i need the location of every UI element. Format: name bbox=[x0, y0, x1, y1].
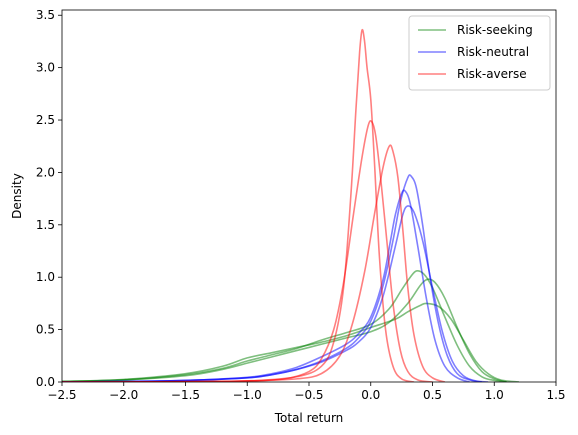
x-tick-label: 1.5 bbox=[546, 388, 565, 402]
x-tick-label: −2.5 bbox=[47, 388, 76, 402]
legend-box bbox=[408, 15, 551, 91]
legend-label-risk-seeking: Risk-seeking bbox=[457, 23, 533, 37]
y-tick-label: 0.0 bbox=[36, 375, 55, 389]
legend-label-risk-averse: Risk-averse bbox=[457, 67, 527, 81]
y-tick-label: 2.0 bbox=[36, 165, 55, 179]
x-tick-label: 1.0 bbox=[485, 388, 504, 402]
x-tick-label: −1.5 bbox=[171, 388, 200, 402]
density-curve-risk-neutral-6 bbox=[62, 189, 470, 382]
density-curve-risk-averse-8 bbox=[62, 120, 433, 382]
y-axis-label: Density bbox=[10, 173, 24, 219]
density-curve-risk-averse-9 bbox=[62, 144, 446, 382]
x-tick-label: −0.5 bbox=[294, 388, 323, 402]
x-tick-label: 0.0 bbox=[361, 388, 380, 402]
density-curve-risk-seeking-3 bbox=[62, 278, 507, 382]
y-tick-label: 3.0 bbox=[36, 61, 55, 75]
y-tick-label: 1.0 bbox=[36, 270, 55, 284]
y-tick-label: 3.5 bbox=[36, 8, 55, 22]
y-tick-label: 1.5 bbox=[36, 218, 55, 232]
density-curves bbox=[62, 28, 520, 382]
x-tick-label: 0.5 bbox=[423, 388, 442, 402]
x-tick-label: −2.0 bbox=[109, 388, 138, 402]
x-tick-label: −1.0 bbox=[233, 388, 262, 402]
legend: Risk-seeking Risk-neutral Risk-averse bbox=[408, 15, 551, 91]
density-curve-risk-averse-7 bbox=[62, 28, 415, 382]
density-curve-risk-seeking-1 bbox=[62, 269, 507, 382]
density-curve-risk-neutral-4 bbox=[62, 174, 483, 382]
y-tick-label: 2.5 bbox=[36, 113, 55, 127]
y-tick-label: 0.5 bbox=[36, 323, 55, 337]
y-axis-ticks: 0.0 0.5 1.0 1.5 2.0 2.5 3.0 3.5 bbox=[36, 8, 62, 389]
x-axis-label: Total return bbox=[274, 411, 344, 425]
legend-label-risk-neutral: Risk-neutral bbox=[457, 45, 529, 59]
x-axis-ticks: −2.5 −2.0 −1.5 −1.0 −0.5 0.0 0.5 1.0 1.5 bbox=[47, 382, 566, 402]
